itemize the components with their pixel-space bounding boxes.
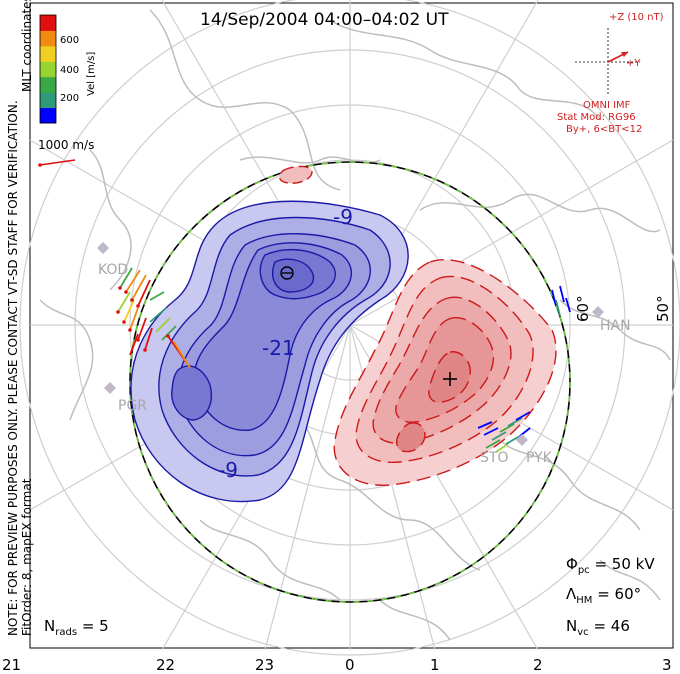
mlt-tick-22: 22 [156, 656, 176, 674]
nrads-symbol: N [44, 617, 56, 635]
imf-z-label: +Z (10 nT) [609, 12, 664, 23]
reference-vector-origin [38, 163, 42, 167]
radar-label-pgr: PGR [118, 398, 148, 414]
velocity-vectors-dusk [117, 267, 191, 369]
radar-label-han: HAN [600, 318, 631, 334]
colorbar-tick-200: 200 [60, 93, 80, 104]
contour-label-mid: -21 [262, 336, 295, 360]
colorbar-frame [39, 14, 57, 124]
radar-label-kod: KOD [98, 262, 129, 278]
lat-label-60: 60° [574, 295, 592, 322]
preview-disclaimer: NOTE: FOR PREVIEW PURPOSES ONLY. PLEASE … [6, 100, 20, 636]
phi-subscript: pc [577, 565, 590, 576]
nvc-stat: Nvc = 46 [566, 617, 630, 638]
colorbar-segment [40, 92, 56, 109]
vector-origins-dusk [116, 286, 170, 352]
mlt-tick-0: 0 [345, 656, 355, 674]
coastlines [39, 9, 671, 641]
phi-symbol: Φ [566, 555, 578, 573]
fitorder-label: FitOrder: 8, mapEX format [20, 478, 34, 636]
mlt-tick-21: 21 [2, 656, 22, 674]
imf-clock [575, 28, 640, 96]
colorbar-segment [40, 30, 56, 47]
lambda-subscript: HM [576, 595, 593, 606]
colorbar-unit-label: Vel [m/s] [86, 51, 97, 96]
nrads-stat: Nrads = 5 [44, 617, 109, 638]
contour-label-bottom: -9 [218, 458, 238, 482]
hm-boundary-green [129, 161, 571, 603]
colorbar-segment [40, 107, 56, 124]
reference-vector-label: 1000 m/s [38, 138, 95, 152]
colorbar-tick-400: 400 [60, 65, 80, 76]
velocity-vectors-dawn [477, 285, 571, 453]
mlt-tick-3: 3 [662, 656, 672, 674]
colorbar-segment [40, 15, 56, 31]
nvc-subscript: vc [577, 627, 589, 638]
positive-potential-cell [278, 165, 557, 486]
reference-vector [39, 159, 76, 166]
nrads-value: = 5 [81, 617, 109, 635]
negative-potential-cell [130, 200, 409, 503]
radar-label-pyk: PYK [526, 450, 552, 466]
mlt-tick-2: 2 [533, 656, 543, 674]
nrads-subscript: rads [55, 627, 78, 638]
imf-y-label: +Y [626, 58, 641, 69]
phi-pc-stat: Φpc = 50 kV [566, 555, 655, 576]
stat-model: Stat Mod: RG96 [557, 112, 636, 123]
imf-condition: By+, 6<BT<12 [566, 124, 643, 135]
mlt-tick-23: 23 [255, 656, 275, 674]
lambda-value: = 60° [597, 585, 642, 603]
contour-label-top: -9 [333, 205, 353, 229]
lambda-hm-stat: ΛHM = 60° [566, 585, 642, 606]
map-title: 14/Sep/2004 04:00–04:02 UT [200, 10, 449, 30]
lambda-symbol: Λ [566, 585, 577, 603]
colorbar-segment [40, 45, 56, 62]
lat-label-50: 50° [654, 295, 672, 322]
phi-value: = 50 kV [594, 555, 655, 573]
colorbar-segment [40, 61, 56, 78]
radar-label-sto: STO [480, 450, 509, 466]
colorbar [40, 15, 56, 124]
nvc-symbol: N [566, 617, 578, 635]
mlt-tick-1: 1 [430, 656, 440, 674]
coords-label: MLT coordinates [20, 0, 34, 92]
radar-site-markers [97, 242, 604, 446]
nvc-value: = 46 [593, 617, 630, 635]
imf-source: OMNI IMF [583, 100, 631, 111]
colorbar-tick-600: 600 [60, 35, 80, 46]
min-marker-circle [280, 266, 294, 280]
colorbar-segment [40, 76, 56, 93]
